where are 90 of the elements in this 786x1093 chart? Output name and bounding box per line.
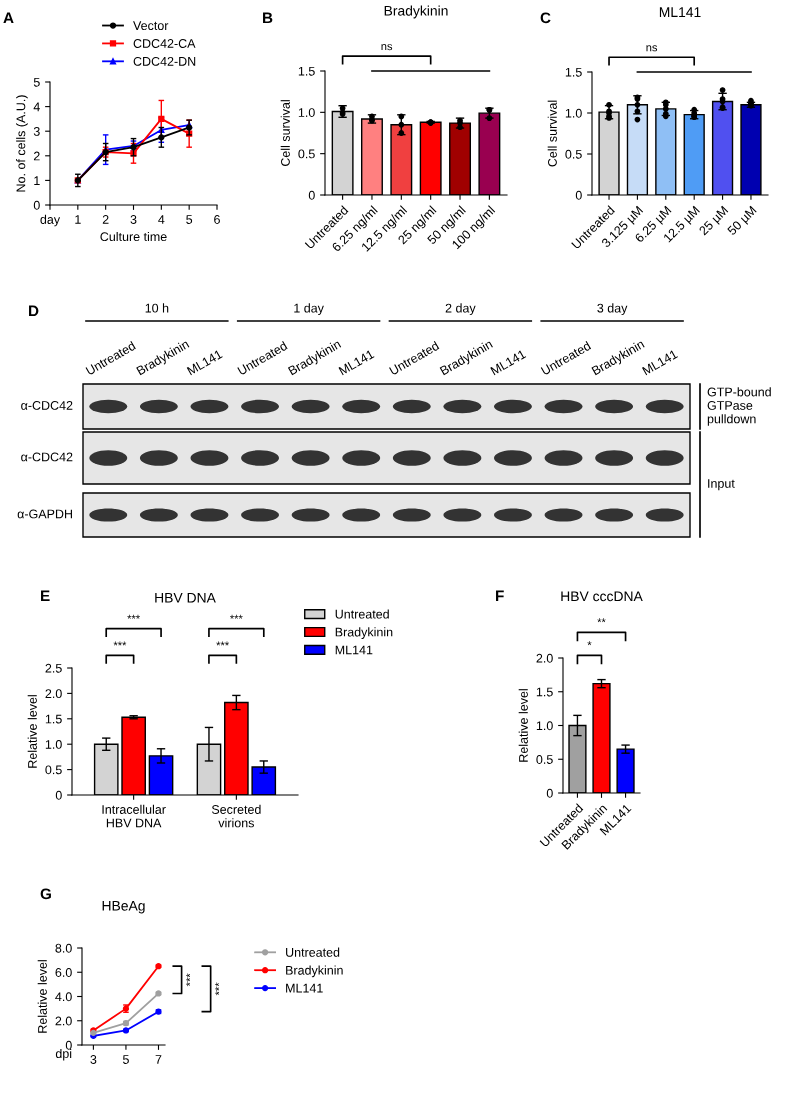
legend-label: CDC42-CA <box>133 39 196 48</box>
text: *** <box>186 973 191 987</box>
y-axis-title: Cell survival <box>280 100 290 167</box>
y-tick-label: 0.5 <box>565 149 582 159</box>
category-label: α-GAPDH <box>17 509 72 519</box>
legend-label: Untreated <box>335 609 389 619</box>
y-tick-label: 6.0 <box>55 968 72 977</box>
y-tick-label: 4 <box>33 102 40 112</box>
y-tick-label: 1 <box>34 176 40 185</box>
text: *** <box>215 982 220 996</box>
y-tick-label: 1.0 <box>45 740 62 749</box>
x-tick-label: Intracellular HBV DNA <box>102 804 166 828</box>
text: 3 day <box>597 303 628 315</box>
y-tick-label: 1.5 <box>536 687 553 697</box>
legend-label: Untreated <box>286 947 340 957</box>
legend-label: ML141 <box>286 983 323 993</box>
text: A <box>3 12 14 24</box>
text: E <box>41 590 50 602</box>
x-tick-label: 3 <box>130 215 137 224</box>
y-tick-label: 1.0 <box>565 108 582 118</box>
y-axis-title: No. of cells (A.U.) <box>16 95 28 192</box>
y-tick-label: 3 <box>33 127 40 136</box>
text: ** <box>597 618 606 623</box>
x-tick-label: 5 <box>122 1055 129 1064</box>
x-tick-label: 7 <box>155 1055 162 1064</box>
x-tick-label: 5 <box>186 215 193 224</box>
text: ns <box>381 44 393 51</box>
text: 2 day <box>445 303 476 315</box>
legend-label: Vector <box>133 21 169 31</box>
x-tick-label: day <box>40 214 61 227</box>
text: 10 h <box>145 303 169 313</box>
y-tick-label: 5 <box>33 77 40 87</box>
y-tick-label: 1.0 <box>298 108 315 117</box>
y-tick-label: 0.5 <box>536 755 553 764</box>
text: GTP-bound GTPase pulldown <box>707 387 771 426</box>
text: *** <box>230 614 243 619</box>
y-tick-label: 0 <box>308 190 315 200</box>
y-tick-label: 0 <box>33 200 40 210</box>
chart-title: HBeAg <box>102 901 145 914</box>
chart-title: Bradykinin <box>384 5 448 19</box>
legend-label: Bradykinin <box>335 627 393 639</box>
legend-label: Bradykinin <box>286 965 343 978</box>
x-axis-title: Culture time <box>100 231 167 242</box>
y-axis-title: Relative level <box>27 695 37 768</box>
y-tick-label: 0 <box>575 190 582 200</box>
y-tick-label: 0 <box>546 788 553 798</box>
text: *** <box>216 641 229 646</box>
y-tick-label: 2.0 <box>55 1016 72 1026</box>
y-tick-label: 1.5 <box>298 66 315 76</box>
text: C <box>540 12 551 24</box>
text: ns <box>646 45 658 52</box>
y-tick-label: 2.0 <box>45 689 62 699</box>
x-tick-label: 3 <box>90 1055 97 1064</box>
legend-label: CDC42-DN <box>133 56 196 66</box>
chart-title: ML141 <box>659 7 701 17</box>
x-axis-title: dpi <box>55 1048 72 1061</box>
y-tick-label: 0.5 <box>45 765 62 775</box>
text: Input <box>708 479 735 491</box>
y-axis-title: Cell survival <box>547 100 557 167</box>
text: * <box>587 641 592 646</box>
y-tick-label: 2.0 <box>536 653 553 663</box>
x-tick-label: Secreted virions <box>211 804 261 828</box>
y-tick-label: 2.5 <box>45 663 62 673</box>
y-tick-label: 2 <box>33 151 40 161</box>
text: D <box>29 305 39 317</box>
y-tick-label: 1.5 <box>45 714 62 724</box>
y-tick-label: 8.0 <box>55 943 72 953</box>
chart-title: HBV DNA <box>155 592 216 603</box>
y-tick-label: 4.0 <box>55 992 72 1002</box>
y-tick-label: 1.5 <box>565 67 582 77</box>
category-label: α-CDC42 <box>21 401 73 410</box>
text: G <box>40 888 51 900</box>
x-tick-label: 4 <box>158 215 165 224</box>
category-label: α-CDC42 <box>21 452 73 462</box>
x-tick-label: 6 <box>214 215 220 224</box>
text: *** <box>127 614 140 619</box>
y-tick-label: 0 <box>65 1040 72 1050</box>
y-tick-label: 0.5 <box>298 149 315 159</box>
x-tick-label: 2 <box>102 215 109 224</box>
text: F <box>496 590 504 602</box>
chart-title: HBV cccDNA <box>561 591 643 602</box>
text: *** <box>113 641 127 646</box>
legend-label: ML141 <box>335 645 373 655</box>
y-axis-title: Relative level <box>37 960 47 1033</box>
y-tick-label: 0 <box>55 790 62 800</box>
y-tick-label: 1.0 <box>536 721 553 731</box>
x-tick-label: 1 <box>75 215 81 224</box>
text: 1 day <box>294 303 324 315</box>
text: B <box>263 12 273 24</box>
y-axis-title: Relative level <box>518 689 528 762</box>
